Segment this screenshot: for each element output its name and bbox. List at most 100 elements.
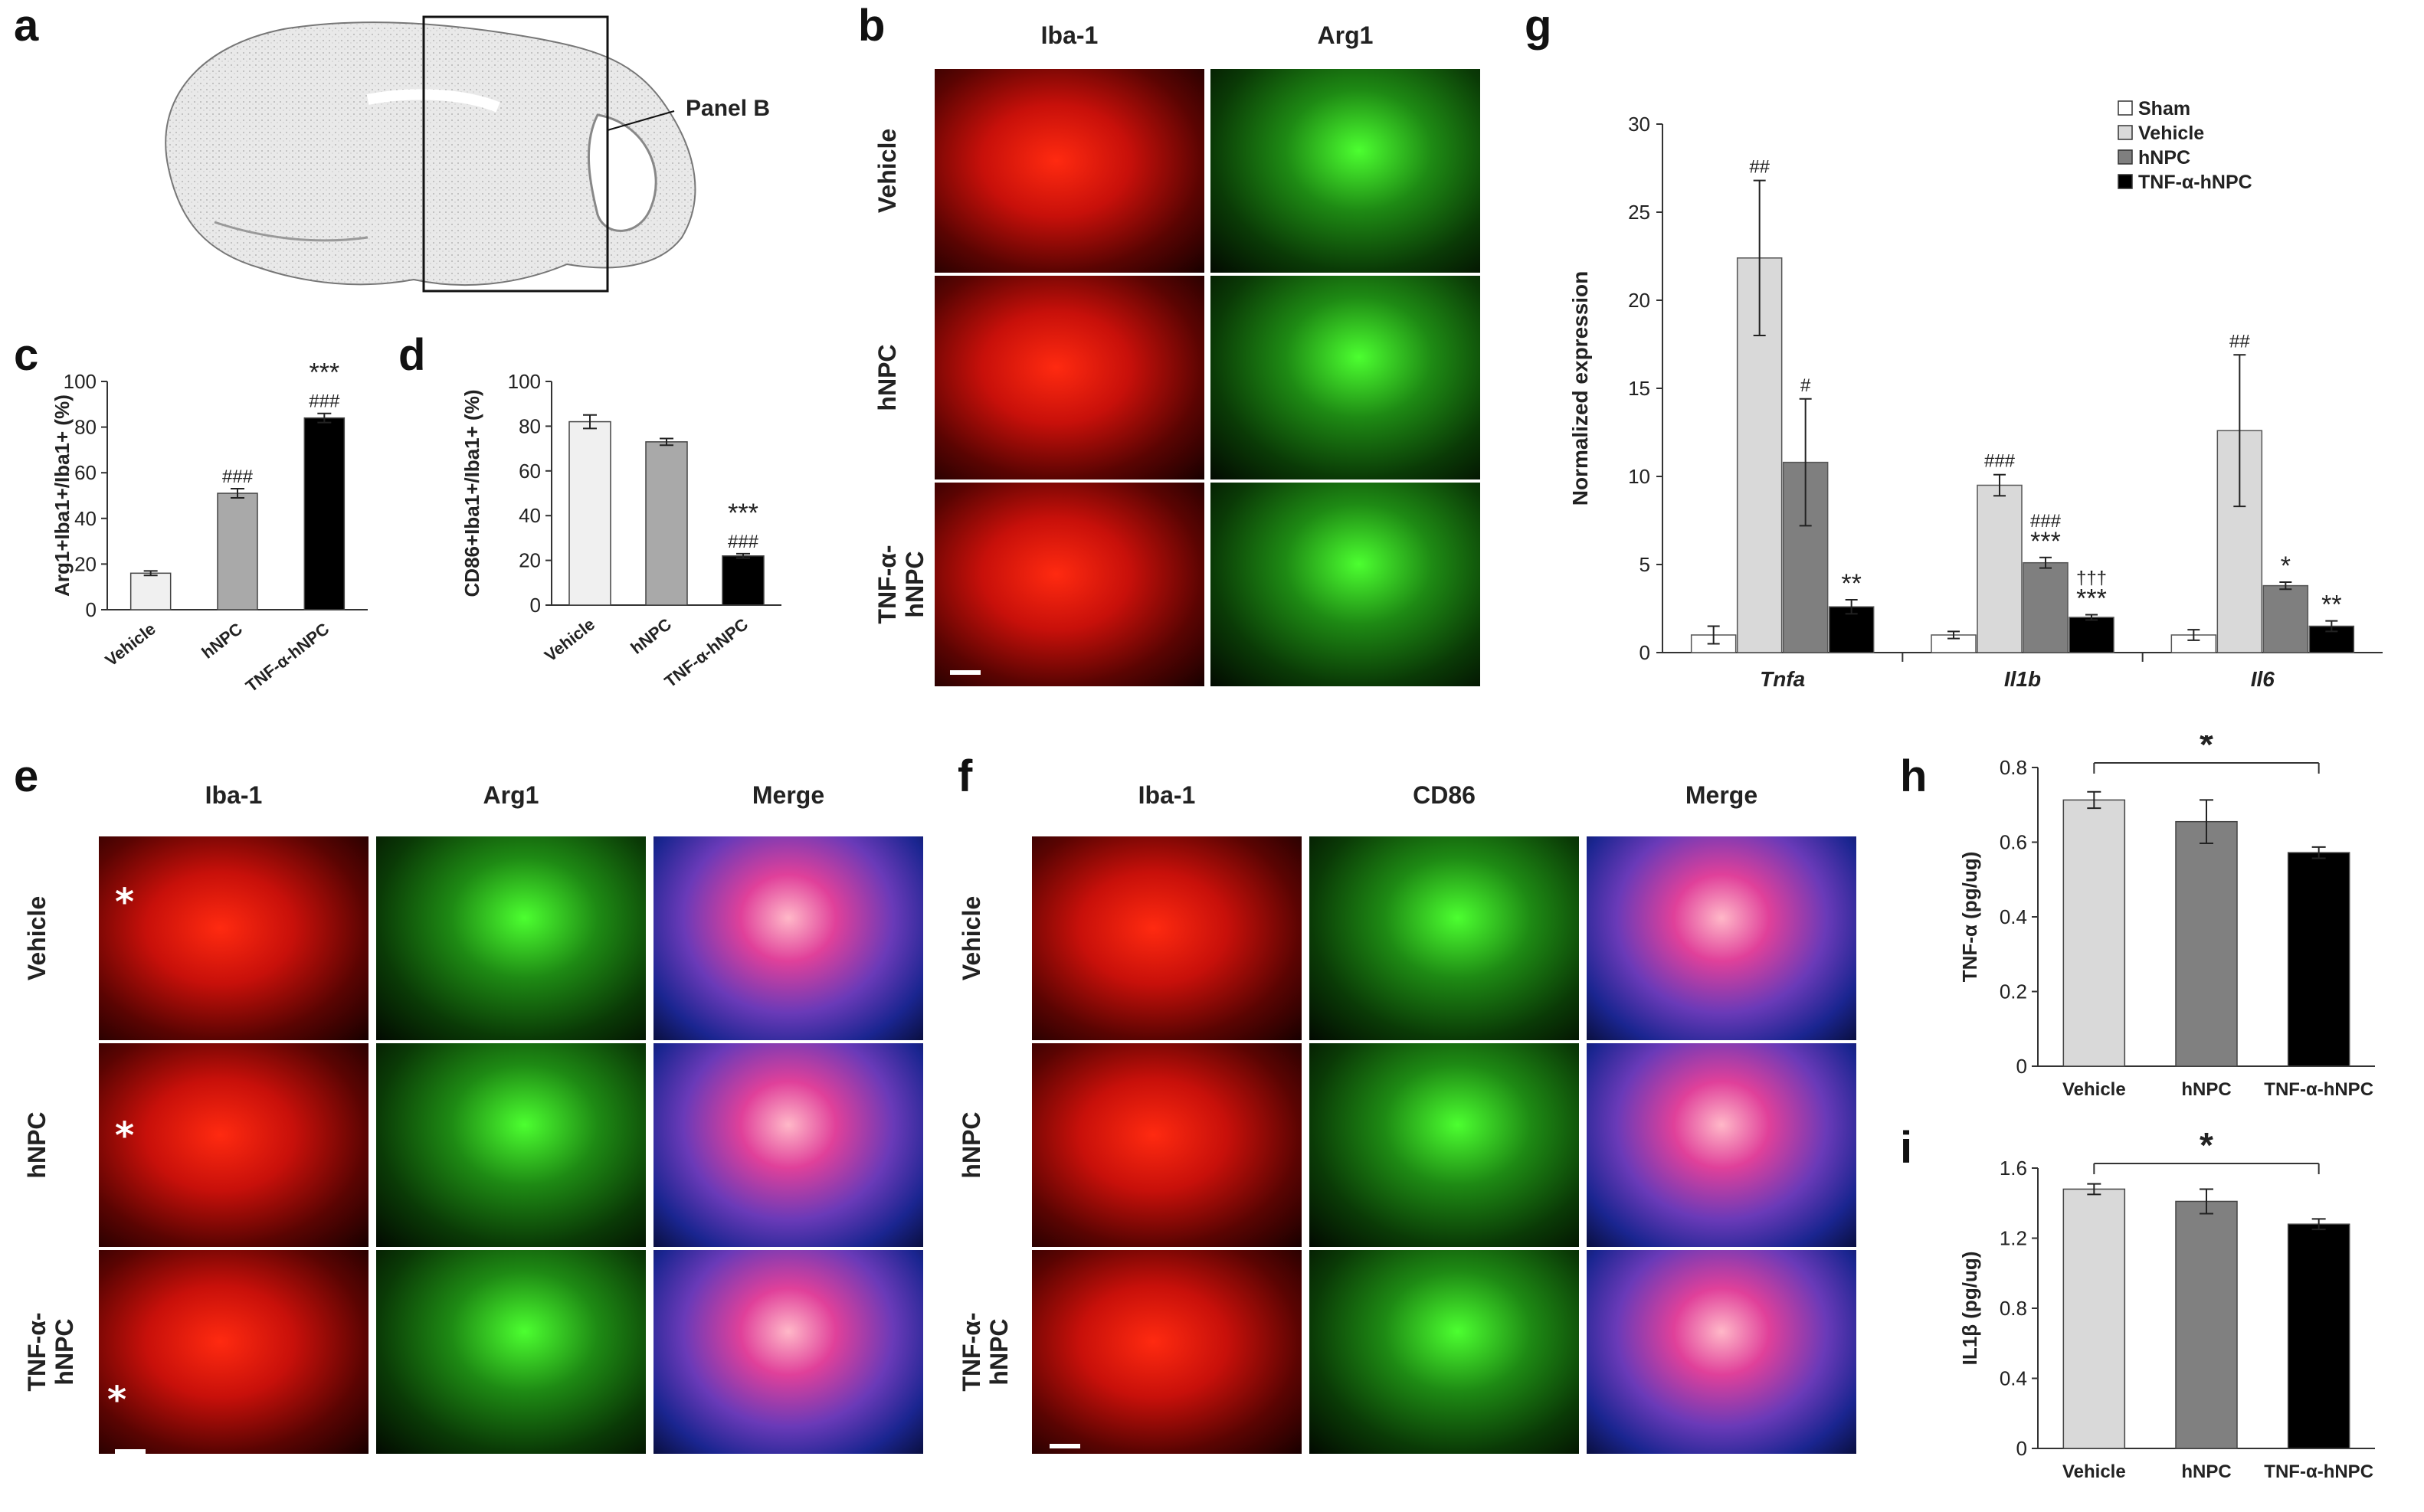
panel-f-image-r0-c1	[1308, 835, 1581, 1042]
annotation-1-2-0: ###	[2030, 511, 2062, 532]
panel-b-image-r2-c1	[1209, 481, 1482, 688]
y-tick-label-2: 0.4	[2000, 905, 2027, 928]
category-label-1: hNPC	[2181, 1079, 2231, 1100]
bar-2-2	[2262, 584, 2309, 653]
panel-f-image-r2-c0	[1030, 1249, 1303, 1455]
panel-e-image-r1-c1	[375, 1042, 647, 1249]
annotation-2-2-0: *	[2281, 551, 2291, 581]
panel-e-header-2: Merge	[752, 781, 825, 809]
panel-a-label: a	[14, 1, 39, 51]
annotation-1-0: ###	[222, 466, 254, 487]
panel-f-header-0: Iba-1	[1138, 781, 1196, 809]
category-label-0: Vehicle	[2062, 1079, 2126, 1100]
annotation-1-3-1: ***	[2076, 584, 2107, 614]
panel-g-label: g	[1525, 1, 1552, 51]
y-tick-label-3: 15	[1628, 377, 1650, 400]
category-label-2: TNF-α-hNPC	[2264, 1079, 2373, 1100]
panel-b-label: b	[858, 1, 886, 51]
panel-e-image-r2-c2	[652, 1249, 925, 1455]
bar-0	[2062, 799, 2126, 1067]
y-tick-label-3: 0.6	[2000, 831, 2027, 854]
brain-section-image	[165, 15, 696, 293]
panel-e-image-r1-c2	[652, 1042, 925, 1249]
legend-swatch-2	[2118, 149, 2133, 165]
annotation-0-3-0: **	[1841, 569, 1861, 598]
panel-e-row-label-2: TNF-α- hNPC	[23, 1312, 78, 1392]
legend-label-2: hNPC	[2138, 147, 2190, 169]
panel-f-row-label-2: TNF-α- hNPC	[958, 1312, 1013, 1392]
bar-1	[645, 441, 688, 606]
category-label-2: Il6	[2251, 667, 2275, 691]
brain-section-panel	[138, 8, 827, 299]
y-tick-label-4: 1.6	[2000, 1157, 2027, 1180]
panel-e-image-r1-c0	[97, 1042, 370, 1249]
y-tick-label-0: 0	[530, 594, 541, 617]
y-tick-label-0: 0	[86, 598, 97, 621]
panel-b-image-r2-c0	[933, 481, 1206, 688]
y-tick-label-4: 80	[74, 416, 97, 439]
chart-i-il1b: 0 0.4 0.8 1.2 1.6 IL1β (pg/ug) Vehicle hNPC TNF-…	[1958, 1125, 2375, 1482]
bar-2	[303, 417, 346, 610]
panel-i-label: i	[1900, 1123, 1913, 1173]
panel-b-image-r0-c1	[1209, 67, 1482, 274]
category-label-2: TNF-α-hNPC	[242, 619, 333, 695]
y-tick-label-1: 20	[519, 549, 541, 572]
category-label-1: hNPC	[627, 614, 675, 658]
y-tick-label-0: 0	[2016, 1055, 2027, 1078]
category-label-0: Vehicle	[2062, 1461, 2126, 1482]
bar-0	[568, 421, 611, 606]
bar-2	[2287, 852, 2350, 1067]
y-tick-label-2: 40	[519, 504, 541, 527]
panel-e-label: e	[14, 751, 39, 801]
legend-swatch-1	[2118, 125, 2133, 140]
category-label-0: Vehicle	[102, 619, 159, 669]
annotation-2-0: ***	[728, 499, 758, 528]
panel-f-label: f	[958, 751, 973, 801]
legend-label-3: TNF-α-hNPC	[2138, 172, 2252, 193]
panel-h-label: h	[1900, 751, 1928, 801]
annotation-2-1: ###	[728, 532, 759, 552]
bar-1-3	[2069, 617, 2114, 653]
panel-f-image-r0-c2	[1585, 835, 1858, 1042]
panel-b-row-label-0: Vehicle	[873, 128, 901, 214]
panel-e-row-label-0: Vehicle	[23, 895, 51, 981]
lesion-asterisk-0: *	[115, 881, 135, 924]
panel-f-header-2: Merge	[1685, 781, 1758, 809]
bar-1	[2175, 820, 2238, 1067]
bar-0	[2062, 1188, 2126, 1449]
panel-b-row-label-1: hNPC	[873, 344, 901, 411]
panel-e-image-r0-c0	[97, 835, 370, 1042]
panel-e-header-1: Arg1	[483, 781, 539, 809]
panel-f-scale-bar	[1050, 1444, 1080, 1448]
y-tick-label-6: 30	[1628, 113, 1650, 136]
annotation-2-1: ###	[309, 391, 340, 412]
category-label-0: Tnfa	[1760, 667, 1805, 691]
annotation-2-3-0: **	[2321, 591, 2341, 620]
legend-label-0: Sham	[2138, 98, 2190, 119]
panel-f-image-r2-c2	[1585, 1249, 1858, 1455]
significance-star: *	[2200, 1125, 2213, 1165]
bar-0	[129, 572, 172, 610]
y-tick-label-0: 0	[1639, 641, 1650, 664]
y-tick-label-0: 0	[2016, 1437, 2027, 1460]
panel-e-row-label-1: hNPC	[23, 1111, 51, 1179]
y-tick-label-5: 100	[64, 370, 97, 393]
chart-d-cd86-percent: 0 20 40 60 80 100 CD86+Iba1+/Iba1+ (%) Vehicle h…	[460, 370, 781, 691]
chart-h-tnf-alpha: 0 0.2 0.4 0.6 0.8 TNF-α (pg/ug) Vehicle hNPC TNF…	[1958, 735, 2375, 1100]
panel-b-image-r1-c0	[933, 274, 1206, 481]
panel-c-label: c	[14, 330, 39, 380]
panel-e-image-r0-c2	[652, 835, 925, 1042]
panel-f-image-r2-c1	[1308, 1249, 1581, 1455]
panel-f-row-label-0: Vehicle	[958, 895, 985, 981]
significance-star: *	[2200, 735, 2213, 764]
category-label-1: hNPC	[2181, 1461, 2231, 1482]
panel-f-image-r0-c0	[1030, 835, 1303, 1042]
panel-b-scale-bar	[950, 670, 981, 675]
annotation-1-1-0: ###	[1984, 451, 2016, 472]
y-axis-label: IL1β (pg/ug)	[1958, 1252, 1981, 1366]
y-tick-label-1: 0.2	[2000, 980, 2027, 1003]
y-tick-label-1: 20	[74, 552, 97, 575]
y-axis-label: TNF-α (pg/ug)	[1958, 852, 1981, 982]
y-tick-label-5: 100	[508, 370, 541, 393]
